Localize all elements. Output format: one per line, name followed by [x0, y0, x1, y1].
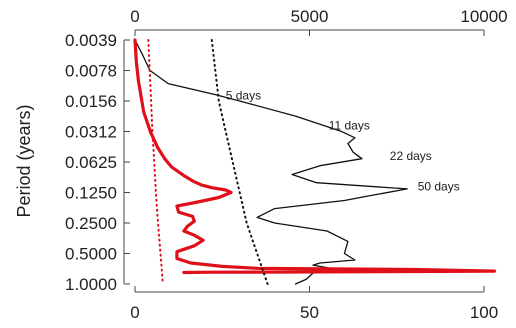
top-axis: 0 5000 10000: [130, 7, 508, 36]
bottom-tick-label: 50: [300, 303, 319, 322]
left-tick-label: 0.0625: [65, 153, 117, 172]
black-solid-line: [134, 39, 408, 285]
red-dotted-line: [147, 39, 164, 285]
bottom-tick-label: 100: [470, 303, 498, 322]
series-layer: [133, 38, 497, 285]
annotation-label: 22 days: [390, 149, 432, 163]
annotation-label: 5 days: [226, 88, 261, 102]
left-axis: 0.0039 0.0078 0.0156 0.0312 0.0625 0.1250 0.25…: [65, 31, 130, 294]
black-dotted-line: [210, 39, 269, 285]
left-tick-label: 0.0312: [65, 122, 117, 141]
left-tick-label: 0.0078: [65, 61, 117, 80]
annotation-label: 50 days: [418, 180, 460, 194]
y-axis-label: Period (years): [14, 104, 34, 217]
red-solid-line: [133, 38, 497, 275]
top-tick-label: 10000: [460, 7, 507, 26]
top-tick-label: 0: [130, 7, 139, 26]
left-tick-label: 0.0039: [65, 31, 117, 50]
annotation-label: 11 days: [329, 118, 370, 132]
bottom-axis: 0 50 100: [130, 286, 498, 322]
left-tick-label: 0.2500: [65, 214, 117, 233]
annotation-layer: 5 days 11 days 22 days 50 days: [226, 88, 460, 193]
left-tick-label: 1.0000: [65, 275, 117, 294]
left-tick-label: 0.1250: [65, 184, 117, 203]
left-tick-label: 0.5000: [65, 245, 117, 264]
top-tick-label: 5000: [291, 7, 329, 26]
bottom-tick-label: 0: [130, 303, 139, 322]
left-tick-label: 0.0156: [65, 92, 117, 111]
